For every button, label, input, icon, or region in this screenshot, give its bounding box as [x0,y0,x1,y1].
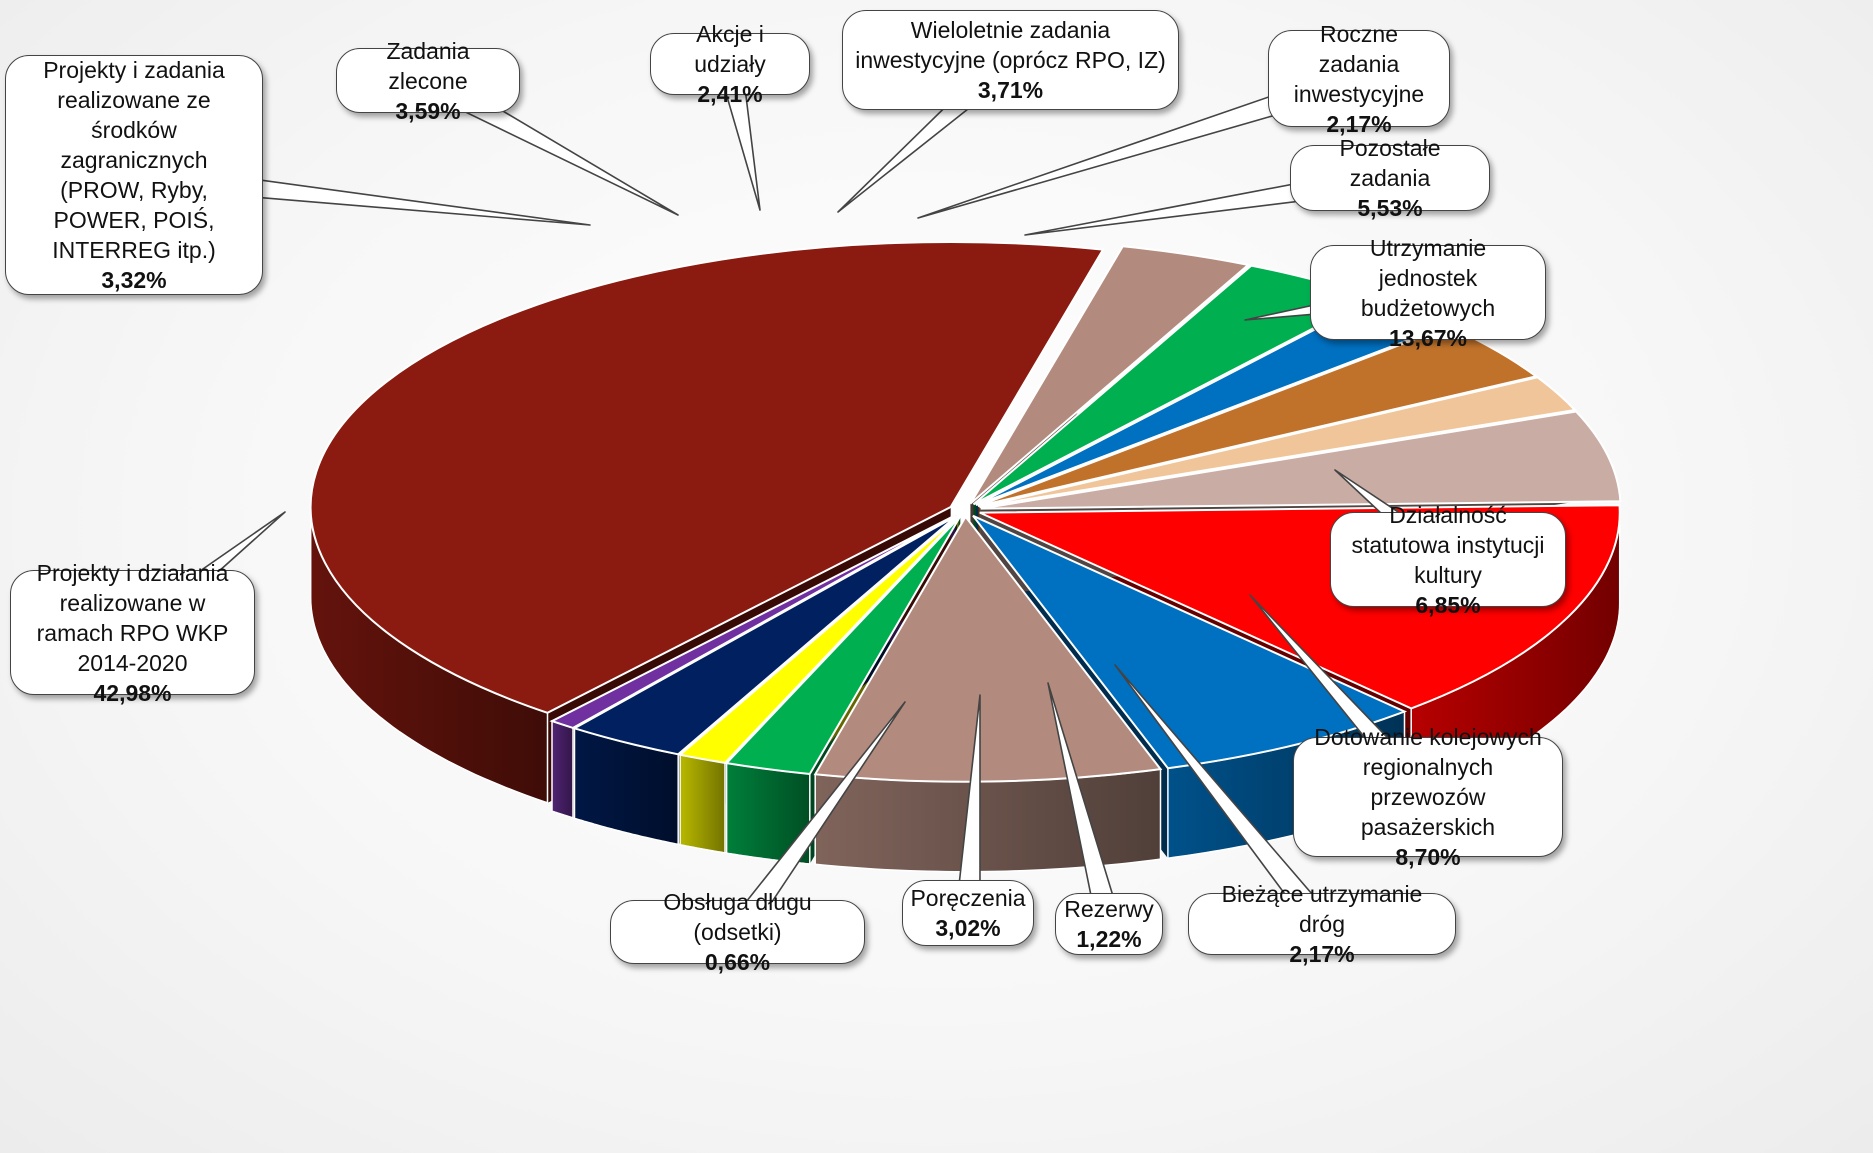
slice-value-label: 3,59% [395,97,461,124]
slice-value-label: 6,85% [1415,591,1481,618]
callout-rezerwy: Rezerwy 1,22% [1055,893,1163,955]
pie-slice-rezerwy [677,515,960,764]
slice-value-label: 42,98% [93,679,172,706]
slice-label: Działalność statutowa instytucji kultury [1351,501,1545,588]
callout-zadania-zlecone: Zadania zlecone 3,59% [336,38,520,124]
slice-value-label: 5,53% [1357,195,1423,221]
pie-slice-side-rezerwy [679,753,726,854]
pie-slice-pozostale-zadania [980,410,1622,510]
slice-label: Pozostałe zadania [1339,135,1441,191]
slice-label: Rezerwy [1064,896,1154,922]
pie-slice-projekty-i-dzialania-realizowane-w-ramac [309,240,1105,714]
callout-utrzymanie-jednostek-budzetowych: Utrzymanie jednostek budżetowych 13,67% [1310,235,1546,351]
slice-label: Wieloletnie zadania inwestycyjne (oprócz… [855,17,1166,73]
slice-label: Utrzymanie jednostek budżetowych [1360,234,1496,321]
slice-label: Zadania zlecone [386,37,470,94]
callout-projekty-i-dzialania-realizowane-w-ramac: Projekty i działania realizowane w ramac… [10,560,255,706]
pie-slice-poreczenia [571,514,958,756]
pie-slice-dzialalnosc-statutowa-instytucji-kultury [972,514,1408,770]
callout-projekty-i-zadania-realizowane-ze-srodko: Projekty i zadania realizowane ze środkó… [5,55,263,295]
callout-obsluga-dlugu-odsetki: Obsługa długu (odsetki) 0,66% [610,889,865,975]
slice-value-label: 3,32% [101,267,167,293]
slice-value-label: 3,02% [935,915,1001,941]
callout-poreczenia: Poręczenia 3,02% [902,880,1034,946]
pie-slice-biezace-utrzymanie-drog [724,515,962,776]
slice-label: Dotowanie kolejowych regionalnych przewo… [1314,724,1542,840]
pie-slice-side-obsluga-dlugu-odsetki [551,719,574,820]
slice-label: Roczne zadania inwestycyjne [1293,20,1425,107]
callout-dotowanie-kolejowych-regionalnych-przewo: Dotowanie kolejowych regionalnych przewo… [1293,724,1563,870]
pie-slice-roczne-zadania-inwestycyjne [979,376,1577,509]
slice-label: Obsługa długu (odsetki) [663,889,812,945]
pie-slice-side-dotowanie-kolejowych-regionalnych-przewo [814,768,1162,873]
pie-slice-obsluga-dlugu-odsetki [549,514,956,729]
slice-value-label: 8,70% [1395,844,1461,870]
callout-wieloletnie-zadania-inwestycyjne-oprocz-: Wieloletnie zadania inwestycyjne (oprócz… [842,10,1179,110]
slice-value-label: 0,66% [704,949,771,975]
slice-label: Poręczenia [910,885,1026,911]
slice-value-label: 13,67% [1388,324,1467,351]
slice-value-label: 2,41% [697,81,763,107]
slice-value-label: 2,17% [1289,941,1355,967]
slice-value-label: 3,71% [977,77,1044,103]
callout-dzialalnosc-statutowa-instytucji-kultury: Działalność statutowa instytucji kultury… [1330,502,1566,618]
slice-label: Bieżące utrzymanie dróg [1221,881,1423,937]
callout-akcje-i-udzialy: Akcje i udziały 2,41% [650,21,810,107]
slice-value-label: 1,22% [1076,926,1142,952]
slice-label: Akcje i udziały [694,21,766,77]
callout-pozostale-zadania: Pozostałe zadania 5,53% [1290,135,1490,221]
slice-label: Projekty i działania realizowane w ramac… [36,559,229,676]
slice-label: Projekty i zadania realizowane ze środkó… [43,57,225,263]
callout-roczne-zadania-inwestycyjne: Roczne zadania inwestycyjne 2,17% [1268,21,1450,137]
pie-slice-projekty-i-zadania-realizowane-ze-srodko [969,245,1251,505]
callout-biezace-utrzymanie-drog: Bieżące utrzymanie dróg 2,17% [1188,881,1456,967]
slice-value-label: 2,17% [1326,110,1392,137]
